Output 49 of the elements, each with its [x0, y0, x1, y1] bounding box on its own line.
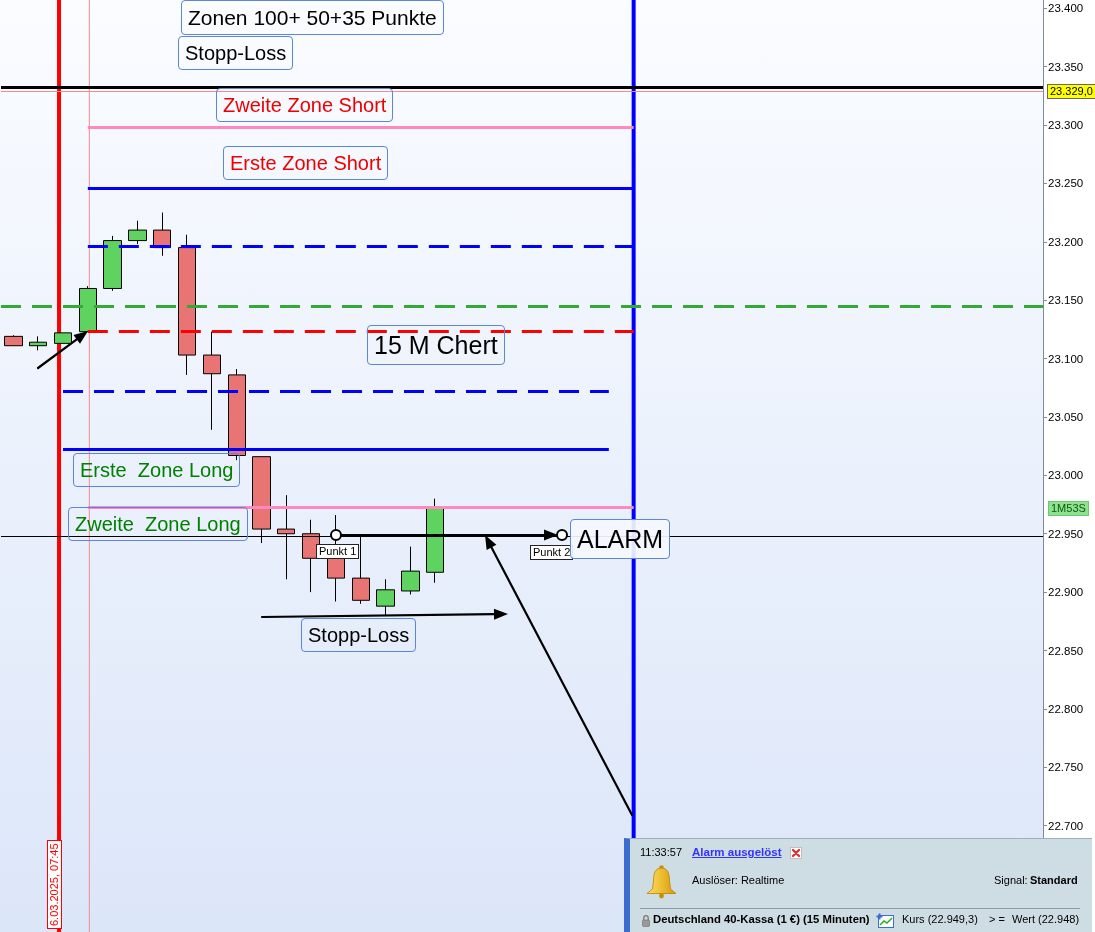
annotation: Standard: [1030, 874, 1078, 888]
annotation: Auslöser: Realtime: [692, 874, 785, 888]
annotation: Signal:: [994, 874, 1028, 888]
candlestick: [401, 546, 420, 595]
candlestick: [79, 285, 97, 333]
y-tick-label: 22.900: [1048, 586, 1084, 599]
y-tick-label: 23.150: [1048, 294, 1084, 307]
annotation: Alarm ausgelöst: [692, 846, 782, 860]
y-tick-label: 22.700: [1048, 819, 1084, 832]
annotation: > =: [989, 913, 1005, 927]
y-tick-label: 23.000: [1048, 469, 1084, 482]
y-tick-label: 22.800: [1048, 702, 1084, 715]
y-tick-label: 23.200: [1048, 235, 1084, 248]
candlestick: [178, 234, 196, 376]
candlestick: [228, 368, 246, 461]
y-tick-label: 23.400: [1048, 2, 1084, 15]
candlestick: [103, 235, 122, 292]
y-tick-label: 22.850: [1048, 644, 1084, 657]
annotation: Erste Zone Long: [73, 453, 241, 487]
annotation: Erste Zone Short: [223, 146, 389, 180]
annotation: Punkt 1: [316, 544, 360, 560]
candlestick: [203, 331, 221, 431]
candlestick: [29, 335, 47, 351]
text: 1M53S: [1048, 501, 1089, 517]
candlestick: [4, 334, 23, 347]
y-tick-label: 23.100: [1048, 352, 1084, 365]
annotation: Deutschland 40-Kassa (1 €) (15 Minuten): [653, 913, 870, 927]
y-tick-label: 23.350: [1048, 60, 1084, 73]
annotation: Kurs (22.949,3): [902, 913, 978, 927]
annotation: Punkt 2: [530, 545, 574, 561]
candlestick: [54, 332, 72, 344]
y-tick-label: 22.950: [1048, 527, 1084, 540]
annotation: 15 M Chert: [367, 325, 505, 365]
annotation: Stopp-Loss: [301, 618, 417, 652]
y-tick-label: 22.750: [1048, 761, 1084, 774]
annotation: Zweite Zone Short: [216, 88, 394, 122]
ref-line-label: 23.329,0: [1047, 83, 1095, 99]
annotation: Wert (22.948): [1012, 913, 1080, 927]
y-tick-label: 23.050: [1048, 410, 1084, 423]
y-tick-label: 23.250: [1048, 177, 1084, 190]
candlestick: [128, 220, 147, 245]
annotation: ALARM: [570, 519, 671, 559]
annotation: 11:33:57: [640, 846, 683, 860]
y-tick-label: 23.300: [1048, 118, 1084, 131]
annotation: Zonen 100+ 50+35 Punkte: [181, 0, 444, 36]
candlestick: [376, 578, 395, 616]
annotation: Zweite Zone Long: [68, 507, 248, 541]
annotation: Stopp-Loss: [178, 36, 294, 70]
annotation: 6.03.2025, 07:45: [47, 840, 63, 929]
